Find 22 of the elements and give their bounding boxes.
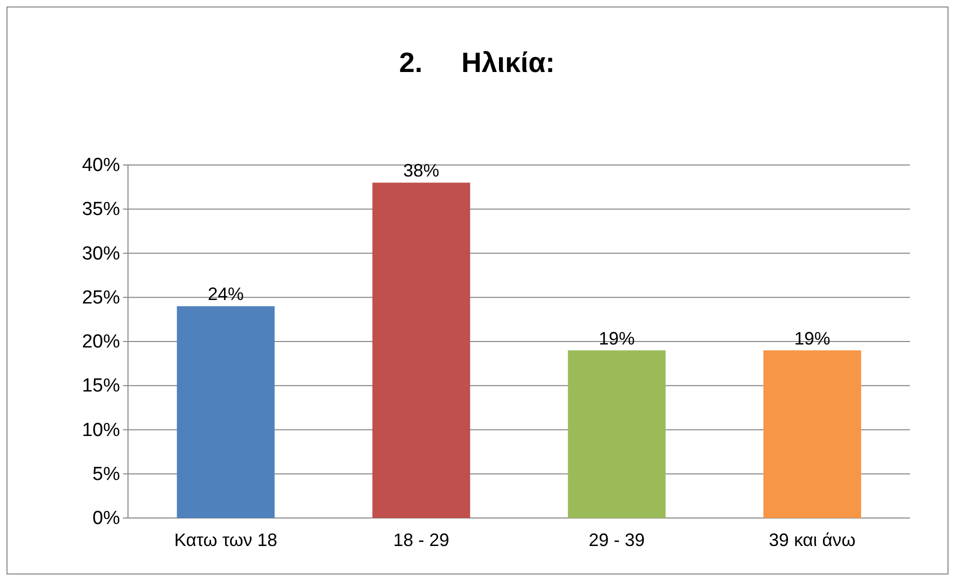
data-label: 24%: [208, 284, 244, 304]
y-tick-label: 20%: [82, 332, 120, 353]
y-tick-label: 10%: [82, 420, 120, 441]
data-label: 19%: [598, 328, 635, 348]
y-tick-label: 0%: [92, 508, 120, 530]
x-tick-label: 18 - 29: [393, 530, 450, 550]
y-tick-label: 5%: [92, 464, 120, 485]
y-tick-label: 25%: [82, 287, 120, 308]
data-label: 38%: [403, 160, 440, 181]
bar: [176, 306, 275, 518]
y-tick-label: 30%: [82, 243, 120, 264]
bar: [763, 350, 862, 518]
x-tick-label: 29 - 39: [588, 530, 645, 550]
y-tick-label: 40%: [82, 155, 120, 176]
data-label: 19%: [794, 328, 830, 348]
y-tick-label: 15%: [82, 376, 120, 397]
x-tick-label: Κατω των 18: [174, 530, 278, 550]
chart-title: 2. Ηλικία:: [399, 47, 555, 78]
bar: [372, 182, 470, 518]
x-tick-label: 39 και άνω: [768, 530, 856, 550]
y-tick-label: 35%: [82, 199, 120, 220]
bar: [568, 350, 666, 518]
